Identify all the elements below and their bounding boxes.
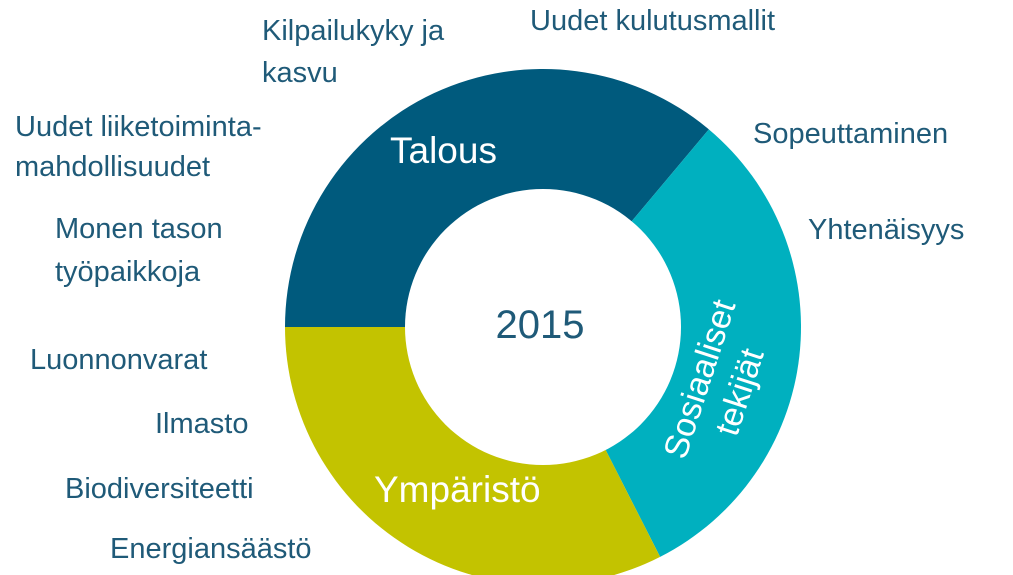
donut-hole (405, 189, 681, 465)
label: Sopeuttaminen (753, 118, 948, 150)
label: Monen tason (55, 213, 223, 245)
segment-label: Ympäristö (374, 469, 541, 510)
label: kasvu (262, 57, 338, 89)
label: Yhtenäisyys (808, 214, 964, 246)
label: mahdollisuudet (15, 151, 210, 183)
label: Uudet kulutusmallit (530, 5, 775, 37)
label: työpaikkoja (55, 256, 201, 288)
label: Luonnonvarat (30, 344, 207, 376)
label: Kilpailukyky ja (262, 15, 445, 47)
label: Uudet liiketoiminta- (15, 111, 262, 143)
label: Biodiversiteetti (65, 473, 254, 505)
label: Ilmasto (155, 408, 248, 440)
label: Energiansäästö (110, 533, 312, 565)
segment-label: Talous (390, 130, 497, 171)
donut (285, 69, 802, 575)
center-label: 2015 (496, 303, 585, 347)
